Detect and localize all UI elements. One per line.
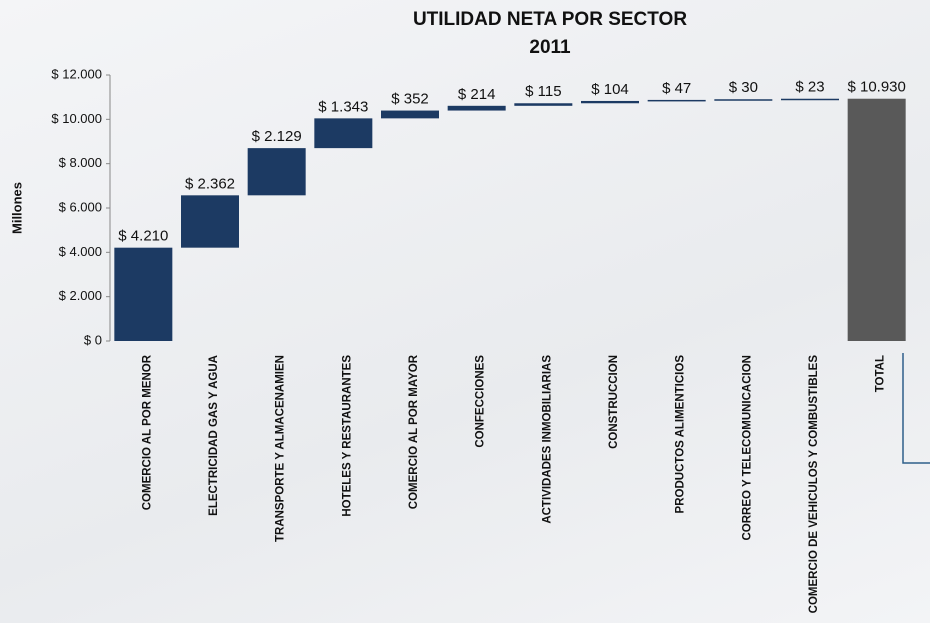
bar xyxy=(714,99,773,101)
y-tick-label: $ 4.000 xyxy=(59,244,102,259)
x-tick-label: COMERCIO DE VEHICULOS Y COMBUSTIBLES xyxy=(808,355,820,614)
x-tick-label: CONFECCIONES xyxy=(475,355,487,448)
y-tick-label: $ 10.000 xyxy=(51,111,102,126)
x-tick-label: COMERCIO AL POR MAYOR xyxy=(408,354,420,509)
data-label: $ 4.210 xyxy=(118,228,168,245)
y-axis-label: Millones xyxy=(9,182,24,234)
bar xyxy=(781,98,839,101)
y-tick-label: $ 8.000 xyxy=(59,155,102,170)
data-label: $ 352 xyxy=(391,91,429,108)
chart-title: UTILIDAD NETA POR SECTOR xyxy=(413,9,687,30)
bar xyxy=(181,195,239,248)
x-tick-label: CONSTRUCCION xyxy=(608,355,620,449)
bar xyxy=(381,110,439,119)
bar xyxy=(647,99,706,102)
data-label: $ 1.343 xyxy=(318,98,368,115)
data-label: $ 10.930 xyxy=(847,79,905,96)
data-label: $ 115 xyxy=(525,83,561,100)
bar xyxy=(847,98,906,342)
bar xyxy=(247,148,306,196)
x-tick-label: TRANSPORTE Y ALMACENAMIEN xyxy=(275,355,287,542)
chart-subtitle: 2011 xyxy=(529,37,571,58)
data-label: $ 47 xyxy=(662,80,691,97)
x-tick-label: TOTAL xyxy=(875,355,887,392)
x-tick-label: COMERCIO AL POR MENOR xyxy=(141,354,153,510)
x-tick-label: ACTIVIDADES INMOBILIARIAS xyxy=(541,355,553,524)
x-tick-label: PRODUCTOS ALIMENTICIOS xyxy=(675,355,687,514)
data-label: $ 2.129 xyxy=(252,128,302,145)
data-label: $ 30 xyxy=(729,79,758,96)
decoration xyxy=(902,353,930,464)
data-label: $ 104 xyxy=(591,81,629,98)
y-tick-label: $ 12.000 xyxy=(51,66,102,81)
y-tick-label: $ 2.000 xyxy=(59,288,102,303)
bar xyxy=(514,103,573,106)
bar xyxy=(114,247,173,341)
x-tick-label: ELECTRICIDAD GAS Y AGUA xyxy=(208,355,220,516)
bar xyxy=(581,100,639,104)
bar xyxy=(314,118,373,149)
x-tick-label: CORREO Y TELECOMUNICACION xyxy=(741,355,753,541)
bar xyxy=(447,105,506,111)
y-tick-label: $ 0 xyxy=(84,332,102,347)
data-label: $ 2.362 xyxy=(185,175,235,192)
data-label: $ 23 xyxy=(795,79,824,96)
data-label: $ 214 xyxy=(458,86,496,103)
y-tick-label: $ 6.000 xyxy=(59,199,102,214)
x-tick-label: HOTELES Y RESTAURANTES xyxy=(341,355,353,517)
